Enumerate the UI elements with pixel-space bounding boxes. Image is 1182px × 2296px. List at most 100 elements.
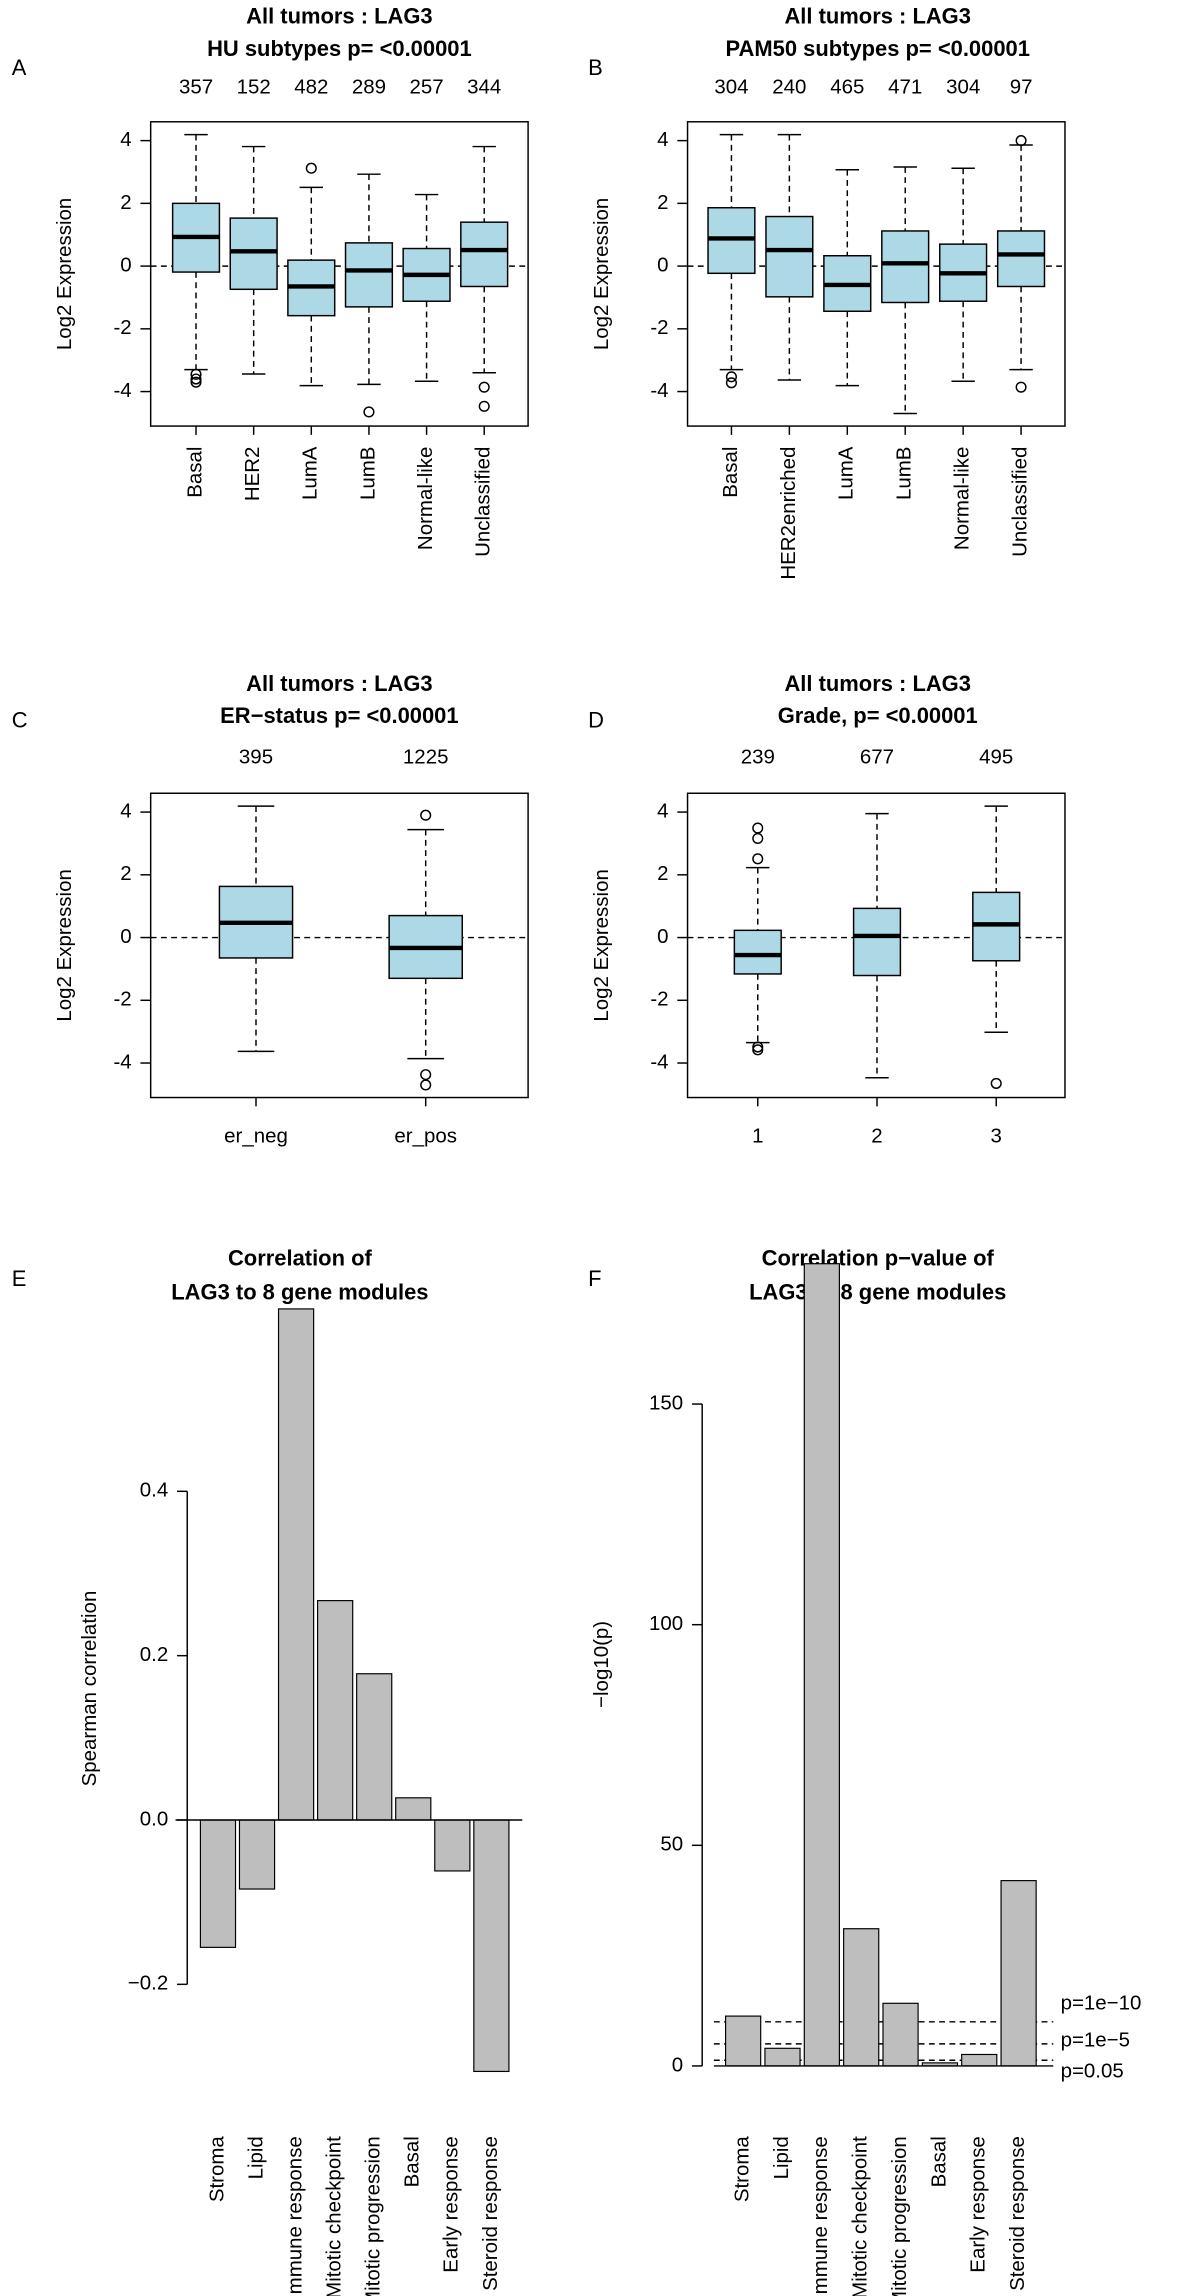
y-tick-label: -4 (113, 379, 131, 402)
y-tick-label: 0 (120, 253, 131, 276)
outlier (752, 1041, 764, 1053)
count-label: 395 (239, 746, 273, 769)
bar (434, 1819, 471, 1872)
outlier (420, 1079, 432, 1091)
x-tick-label: Early response (440, 2136, 463, 2273)
y-axis-label: Log2 Expression (590, 869, 613, 1021)
x-tick-label: 2 (871, 1124, 882, 1147)
x-tick-label: Basal (401, 2136, 424, 2187)
x-tick-label: LumA (835, 446, 858, 500)
bar (277, 1308, 315, 1821)
y-axis-label: Log2 Expression (53, 869, 76, 1021)
box (881, 230, 930, 304)
reference-label: p=0.05 (1061, 2059, 1124, 2082)
chart-title: Correlation of (228, 1246, 373, 1271)
x-tick-label: LumB (356, 447, 379, 500)
panel-label: B (588, 55, 603, 80)
outlier (752, 832, 764, 844)
y-tick-label: 2 (657, 862, 668, 885)
count-label: 304 (714, 76, 748, 99)
box (733, 929, 782, 975)
bar (961, 2053, 998, 2067)
bar (395, 1797, 432, 1821)
x-tick-label: Mitotic progression (888, 2136, 911, 2296)
x-tick-label: er_pos (394, 1124, 457, 1147)
outlier (752, 853, 764, 865)
x-tick-label: Basal (927, 2136, 950, 2187)
y-tick-label: 0 (657, 925, 668, 948)
chart-title: Correlation p−value of (762, 1246, 995, 1271)
plot-frame (686, 121, 1066, 427)
outlier (725, 377, 737, 389)
bar (724, 2015, 762, 2067)
y-tick-label: 4 (120, 128, 131, 151)
outlier (752, 822, 764, 834)
count-label: 482 (294, 76, 328, 99)
y-tick-label: 50 (660, 1833, 683, 1856)
chart-title: HU subtypes p= <0.00001 (207, 36, 472, 61)
y-tick-label: 0 (120, 925, 131, 948)
count-label: 304 (946, 76, 980, 99)
bar (1000, 1880, 1037, 2067)
x-tick-label: Mitotic progression (362, 2136, 385, 2296)
x-tick-label: Normal-like (951, 447, 974, 551)
x-tick-label: 1 (752, 1124, 763, 1147)
x-tick-label: Unclassified (1008, 447, 1031, 557)
bar (882, 2002, 919, 2067)
count-label: 465 (830, 76, 864, 99)
chart-title: LAG3 to 8 gene modules (749, 1279, 1006, 1304)
y-tick-label: 4 (120, 799, 131, 822)
y-tick-label: 0.2 (140, 1643, 168, 1666)
reference-label: p=1e−10 (1061, 1992, 1142, 2015)
panel-label: D (588, 707, 604, 732)
box (765, 215, 814, 298)
outlier (1015, 135, 1027, 147)
outlier (190, 368, 202, 380)
x-tick-label: Early response (967, 2136, 990, 2273)
panel-label: A (12, 55, 27, 80)
bar (199, 1819, 237, 1948)
plot-frame (686, 792, 1066, 1099)
count-label: 357 (179, 76, 213, 99)
y-axis-label: Log2 Expression (53, 198, 76, 350)
outlier (420, 1069, 432, 1081)
x-tick-label: LumB (893, 447, 916, 500)
y-tick-label: −0.2 (128, 1972, 168, 1995)
outlier (990, 1077, 1002, 1089)
y-tick-label: -4 (650, 379, 668, 402)
count-label: 239 (741, 746, 775, 769)
x-tick-label: Steroid response (1006, 2136, 1029, 2291)
x-tick-label: Lipid (244, 2136, 267, 2179)
y-axis-label: −log10(p) (590, 1621, 613, 1708)
outlier (478, 381, 490, 393)
box (996, 230, 1046, 288)
outlier (725, 371, 737, 383)
x-tick-label: HER2enriched (777, 447, 800, 580)
panel-label: C (12, 707, 28, 732)
box (460, 221, 509, 288)
x-tick-label: Mitotic checkpoint (323, 2136, 346, 2296)
reference-label: p=1e−5 (1061, 2028, 1130, 2051)
chart-title: All tumors : LAG3 (246, 671, 432, 696)
x-tick-label: Steroid response (479, 2136, 502, 2291)
y-tick-label: -2 (113, 316, 131, 339)
y-tick-label: -4 (113, 1050, 131, 1073)
bar (843, 1928, 880, 2067)
chart-title: All tumors : LAG3 (784, 671, 970, 696)
x-tick-label: Basal (719, 447, 742, 498)
box (229, 217, 278, 291)
x-tick-label: Immune response (809, 2136, 832, 2296)
count-label: 289 (352, 76, 386, 99)
count-label: 97 (1010, 76, 1033, 99)
x-tick-label: Unclassified (472, 447, 495, 557)
x-tick-label: Lipid (770, 2136, 793, 2179)
panel-label: F (588, 1266, 601, 1291)
bar (473, 1819, 510, 2073)
y-tick-label: 150 (649, 1391, 683, 1414)
x-tick-label: Immune response (283, 2136, 306, 2296)
chart-title: ER−status p= <0.00001 (220, 703, 458, 728)
y-tick-label: 0.0 (140, 1807, 168, 1830)
x-tick-label: 3 (991, 1124, 1002, 1147)
x-tick-label: HER2 (241, 447, 264, 502)
